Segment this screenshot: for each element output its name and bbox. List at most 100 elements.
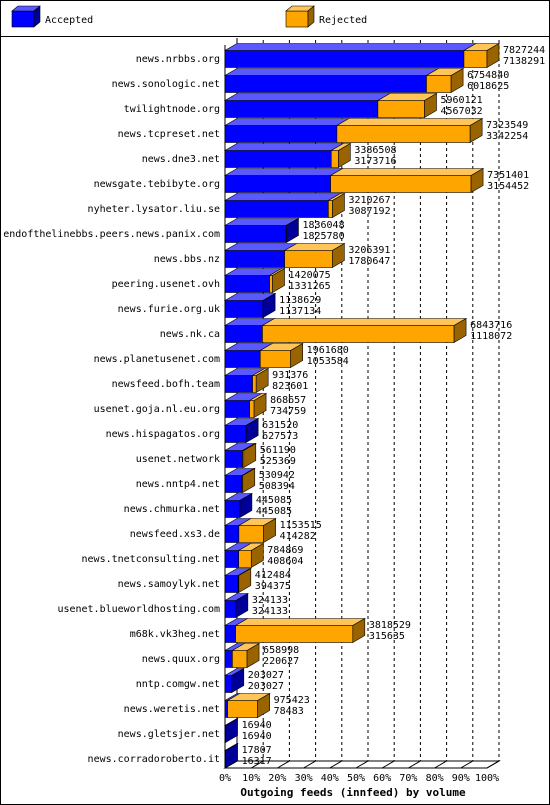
value-label-accepted: 3342254 [486, 131, 528, 142]
bar-accepted [224, 600, 237, 618]
bar-accepted [224, 225, 287, 243]
value-label-offered: 631520 [262, 420, 298, 431]
bar-side [272, 267, 285, 294]
bar-accepted [224, 50, 465, 68]
x-tick-label: 20% [268, 773, 286, 784]
value-label-offered: 868657 [270, 395, 306, 406]
value-label-offered: 5960121 [441, 95, 483, 106]
bar-rejected [463, 50, 488, 68]
bar-side [332, 192, 345, 219]
bar-accepted [224, 575, 239, 593]
value-label-offered: 1138629 [279, 295, 321, 306]
bar-rejected [328, 200, 333, 218]
y-tick-label: news.tcpreset.net [118, 129, 220, 140]
bar-rejected [262, 325, 455, 343]
bar-accepted-top [223, 143, 345, 151]
bar-accepted [224, 500, 241, 518]
value-label-accepted: 394375 [255, 581, 291, 592]
bar-accepted [224, 475, 243, 493]
y-tick-label: m68k.vk3heg.net [130, 629, 220, 640]
bar-side [263, 517, 276, 544]
legend-swatch [285, 10, 309, 28]
y-tick-label: news.tnetconsulting.net [82, 554, 220, 565]
bar-accepted [224, 350, 261, 368]
bar-rejected [259, 350, 291, 368]
bar-side [243, 442, 257, 469]
value-label-accepted: 627573 [262, 431, 298, 442]
bar-rejected [235, 625, 354, 643]
y-tick-label: nyheter.lysator.liu.se [88, 204, 220, 215]
value-label-accepted: 203027 [248, 681, 284, 692]
tick-mark [355, 760, 369, 769]
bar-rejected [426, 75, 452, 93]
chart-title: Outgoing feeds (innfeed) by volume [240, 786, 466, 799]
bar-side [246, 642, 260, 669]
bar-rejected [238, 525, 264, 543]
bar-side [486, 42, 500, 69]
bar-accepted [224, 625, 236, 643]
y-tick-label: usenet.network [136, 454, 220, 465]
bar-side [290, 342, 303, 369]
value-label-offered: 17807 [242, 745, 272, 756]
tick-mark [303, 760, 316, 769]
value-label-accepted: 823601 [272, 381, 308, 392]
y-tick-label: news.furie.org.uk [118, 304, 220, 315]
x-tick-label: 40% [321, 773, 339, 784]
y-tick-label: news.nntp4.net [136, 479, 220, 490]
value-label-accepted: 508394 [259, 481, 295, 492]
bar-accepted [224, 650, 233, 668]
value-label-offered: 975423 [274, 695, 310, 706]
value-label-accepted: 16940 [242, 731, 272, 742]
bar-side [255, 367, 269, 394]
legend-swatch [11, 10, 35, 28]
value-label-accepted: 220627 [263, 656, 299, 667]
y-tick-label: news.gletsjer.net [118, 729, 220, 740]
y-tick-label: news.sonologic.net [112, 79, 220, 90]
bar-side [225, 742, 238, 769]
y-tick-label: news.chmurka.net [124, 504, 220, 515]
value-label-offered: 1961680 [307, 345, 349, 356]
bar-rejected [336, 125, 471, 143]
x-tick-label: 80% [426, 773, 444, 784]
bar-accepted [224, 100, 379, 118]
bar-rejected [330, 150, 339, 168]
bar-accepted [224, 425, 247, 443]
x-tick-label: 10% [242, 773, 260, 784]
value-label-offered: 1836048 [302, 220, 344, 231]
y-tick-label: news.dne3.net [142, 154, 220, 165]
legend-swatch-side [307, 5, 315, 28]
value-label-accepted: 4567032 [441, 106, 483, 117]
bar-rejected-top [329, 168, 485, 176]
value-label-offered: 658998 [263, 645, 299, 656]
x-tick-label: 60% [373, 773, 391, 784]
bar-side [253, 392, 267, 419]
bar-accepted-top [223, 193, 342, 201]
bar-side [245, 417, 259, 444]
value-label-offered: 7323549 [486, 120, 528, 131]
bar-side [286, 217, 299, 244]
bar-accepted-top [223, 218, 300, 226]
value-label-offered: 931376 [272, 370, 308, 381]
bar-rejected [252, 375, 257, 393]
value-label-offered: 3210267 [348, 195, 390, 206]
y-tick-label: twilightnode.org [124, 104, 220, 115]
bar-accepted-top [223, 93, 391, 101]
tick-mark [329, 760, 343, 769]
bar-side [242, 467, 256, 494]
value-label-accepted: 1137134 [279, 306, 321, 317]
bar-accepted-top [223, 118, 350, 126]
value-label-accepted: 1825780 [302, 231, 344, 242]
value-label-offered: 3386508 [354, 145, 396, 156]
value-label-accepted: 6018625 [467, 81, 509, 92]
bar-rejected [249, 400, 255, 418]
value-label-offered: 7351401 [487, 170, 529, 181]
tick-mark [460, 760, 474, 769]
value-label-offered: 324133 [252, 595, 288, 606]
bar-accepted [224, 250, 285, 268]
x-tick-label: 90% [452, 773, 470, 784]
bar-accepted [224, 550, 239, 568]
value-label-accepted: 7138291 [503, 56, 545, 67]
value-label-accepted: 3087192 [348, 206, 390, 217]
bar-rejected [227, 700, 258, 718]
